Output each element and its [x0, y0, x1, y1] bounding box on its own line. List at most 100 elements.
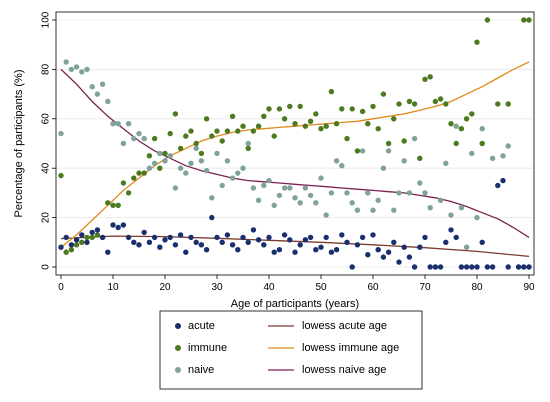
naive-point [261, 182, 267, 189]
acute-point [328, 249, 335, 255]
immune-point [224, 128, 231, 134]
y-axis-title: Percentage of participants (%) [13, 70, 25, 218]
acute-point [375, 247, 381, 253]
immune-point [146, 153, 153, 159]
acute-point [427, 264, 433, 270]
immune-point [313, 111, 319, 117]
acute-point [287, 237, 293, 243]
acute-point [344, 239, 350, 245]
axis-layer: 0 20 40 60 80 100 0 10 20 30 40 50 60 70 80 90 [41, 11, 535, 293]
immune-point [167, 130, 173, 137]
immune-point [411, 101, 418, 107]
naive-point [240, 165, 246, 171]
acute-point [396, 259, 402, 265]
naive-point [229, 175, 236, 181]
immune-point [58, 172, 64, 179]
acute-point [235, 247, 241, 253]
naive-point [281, 185, 288, 191]
acute-point [297, 242, 303, 248]
immune-point [323, 123, 329, 129]
immune-point [406, 98, 413, 105]
naive-point [323, 212, 329, 218]
naive-point [401, 158, 407, 164]
immune-point [469, 111, 475, 117]
immune-point [240, 123, 246, 129]
immune-point [141, 170, 147, 176]
acute-point [443, 239, 449, 245]
immune-point [354, 148, 361, 154]
naive-point [359, 148, 366, 154]
immune-point [385, 140, 392, 147]
x-axis-title: Age of participants (years) [231, 298, 359, 310]
acute-point [183, 249, 189, 255]
y-tick-label: 60 [41, 113, 52, 125]
acute-point [68, 242, 75, 248]
legend: acute lowess acute age immune lowess immune… [159, 310, 423, 390]
naive-point [380, 165, 387, 171]
acute-point [79, 232, 85, 238]
acute-point [479, 239, 485, 245]
acute-point [411, 264, 418, 270]
immune-point [484, 17, 491, 23]
acute-point [193, 239, 199, 245]
naive-point [146, 165, 153, 171]
acute-point [307, 234, 314, 241]
y-tick-label: 20 [41, 212, 52, 224]
naive-point [375, 197, 381, 203]
acute-point [474, 264, 480, 270]
acute-point [521, 264, 527, 270]
acute-point [115, 224, 121, 231]
y-tick-label: 100 [41, 11, 52, 28]
x-tick-label: 60 [367, 282, 379, 293]
naive-point [271, 202, 277, 208]
x-tick-label: 30 [211, 282, 223, 293]
naive-point [500, 153, 506, 159]
immune-point [375, 126, 381, 132]
naive-point [302, 185, 309, 191]
legend-box [159, 310, 423, 390]
immune-point [437, 96, 444, 102]
naive-point [443, 160, 449, 166]
acute-point [245, 239, 251, 245]
naive-point [458, 205, 465, 211]
immune-point [427, 74, 433, 80]
x-tick-label: 90 [523, 282, 535, 293]
acute-point [354, 242, 361, 248]
immune-point [84, 234, 90, 241]
immune-point [417, 155, 423, 161]
naive-point [411, 135, 418, 142]
immune-point [105, 200, 111, 206]
immune-point [73, 242, 80, 248]
naive-point [84, 66, 90, 73]
acute-point [359, 234, 366, 241]
acute-point [73, 237, 80, 243]
immune-point [448, 121, 454, 127]
immune-point [68, 247, 75, 253]
naive-point [328, 190, 335, 196]
immune-point [245, 145, 251, 152]
acute-point [63, 234, 69, 241]
naive-point [385, 148, 392, 154]
acute-point [188, 234, 194, 241]
acute-point [162, 237, 168, 243]
naive-point [437, 197, 444, 203]
naive-point [463, 244, 470, 250]
naive-point [448, 212, 454, 218]
immune-point [302, 123, 309, 129]
acute-point [484, 264, 491, 270]
acute-point [94, 227, 101, 233]
immune-point [188, 128, 194, 134]
plot-frame [55, 11, 535, 276]
naive-point [292, 195, 298, 201]
naive-point [406, 190, 413, 196]
immune-point [110, 202, 116, 208]
naive-point [141, 135, 147, 142]
naive-point [313, 200, 319, 206]
acute-point [157, 244, 163, 250]
immune-point [209, 133, 215, 139]
acute-point [89, 229, 95, 236]
acute-point [266, 234, 272, 241]
immune-point [250, 128, 257, 134]
acute-point [240, 234, 246, 241]
acute-point [437, 264, 444, 270]
